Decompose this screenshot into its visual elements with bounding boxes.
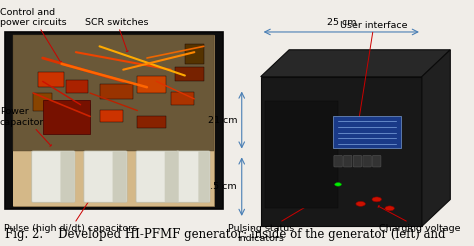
Bar [137, 116, 166, 128]
Bar [38, 73, 64, 87]
Bar [185, 44, 204, 64]
FancyBboxPatch shape [32, 151, 75, 202]
Polygon shape [422, 50, 450, 226]
Bar [13, 152, 214, 206]
Polygon shape [261, 50, 450, 77]
Text: Control and
power circuits: Control and power circuits [0, 8, 67, 62]
Bar [13, 35, 214, 206]
Text: 37.5 cm: 37.5 cm [199, 182, 237, 191]
FancyBboxPatch shape [363, 155, 371, 167]
Bar [171, 92, 194, 105]
Bar [62, 104, 90, 116]
FancyBboxPatch shape [136, 151, 179, 202]
FancyBboxPatch shape [113, 151, 127, 202]
Text: Power
capacitors: Power capacitors [0, 107, 52, 146]
Circle shape [335, 183, 341, 186]
Text: 25 cm: 25 cm [327, 18, 356, 27]
Bar [100, 84, 133, 99]
Bar [13, 35, 214, 152]
Text: Charging voltage: Charging voltage [378, 205, 461, 233]
FancyBboxPatch shape [344, 155, 352, 167]
FancyBboxPatch shape [84, 151, 127, 202]
Circle shape [356, 201, 365, 206]
Bar [175, 67, 204, 81]
FancyBboxPatch shape [165, 151, 179, 202]
FancyBboxPatch shape [61, 151, 74, 202]
FancyBboxPatch shape [176, 151, 210, 202]
Bar [43, 99, 90, 134]
Bar [333, 116, 401, 149]
Circle shape [372, 197, 382, 202]
Text: Pulsing status
indicators: Pulsing status indicators [228, 194, 327, 243]
Bar [137, 76, 166, 93]
Text: 21 cm: 21 cm [208, 116, 237, 124]
Bar [261, 77, 422, 226]
FancyBboxPatch shape [198, 151, 210, 202]
Bar [33, 93, 52, 110]
Bar [100, 110, 123, 122]
FancyBboxPatch shape [334, 155, 342, 167]
Circle shape [385, 206, 394, 211]
FancyBboxPatch shape [353, 155, 362, 167]
Bar [265, 101, 338, 208]
Bar [5, 32, 223, 209]
Text: Fig. 2.    Developed HI-PFMF generator: inside of the generator (left) and: Fig. 2. Developed HI-PFMF generator: ins… [5, 228, 445, 241]
Text: SCR switches: SCR switches [85, 18, 149, 52]
Text: Pulse (high di/dt) capacitors: Pulse (high di/dt) capacitors [4, 171, 138, 233]
FancyBboxPatch shape [373, 155, 381, 167]
Bar [66, 79, 88, 93]
Text: User interface: User interface [340, 20, 408, 127]
